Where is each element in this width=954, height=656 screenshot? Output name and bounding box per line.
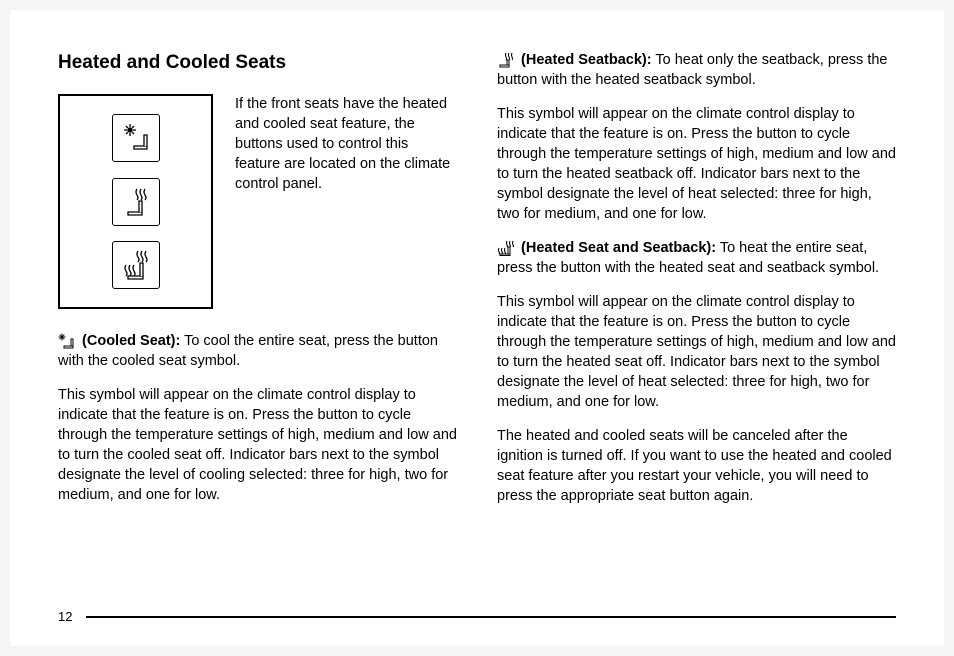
- cooled-seat-para-b: This symbol will appear on the climate c…: [58, 385, 457, 505]
- two-column-layout: Heated and Cooled Seats: [58, 50, 896, 590]
- cooled-seat-button-illustration: [112, 114, 160, 162]
- cooled-seat-icon: [58, 333, 76, 349]
- section-heading: Heated and Cooled Seats: [58, 50, 457, 76]
- heated-seatback-label: (Heated Seatback):: [521, 52, 652, 68]
- heated-seatback-icon: [120, 186, 152, 218]
- heated-seat-icon: [497, 240, 515, 256]
- heated-seatback-button-illustration: [112, 178, 160, 226]
- heated-seat-para-b: This symbol will appear on the climate c…: [497, 292, 896, 412]
- heated-seat-label: (Heated Seat and Seatback):: [521, 240, 716, 256]
- page-footer: 12: [58, 609, 896, 624]
- heated-seatback-icon: [497, 52, 515, 68]
- heated-seat-button-illustration: [112, 241, 160, 289]
- page-number: 12: [58, 609, 72, 624]
- intro-text: If the front seats have the heated and c…: [235, 94, 457, 194]
- cooled-seat-para-a: (Cooled Seat): To cool the entire seat, …: [58, 331, 457, 371]
- right-column: (Heated Seatback): To heat only the seat…: [497, 50, 896, 590]
- left-column: Heated and Cooled Seats: [58, 50, 457, 590]
- footer-rule: [86, 616, 896, 618]
- heated-seat-para-a: (Heated Seat and Seatback): To heat the …: [497, 238, 896, 278]
- cooled-seat-icon: [120, 122, 152, 154]
- cooled-seat-label: (Cooled Seat):: [82, 333, 180, 349]
- heated-seatback-para-b: This symbol will appear on the climate c…: [497, 104, 896, 224]
- heated-seatback-para-a: (Heated Seatback): To heat only the seat…: [497, 50, 896, 90]
- climate-control-panel-figure: [58, 94, 213, 309]
- cancel-note: The heated and cooled seats will be canc…: [497, 426, 896, 506]
- manual-page: Heated and Cooled Seats: [10, 10, 944, 646]
- intro-block: If the front seats have the heated and c…: [58, 94, 457, 309]
- heated-seat-icon: [120, 249, 152, 281]
